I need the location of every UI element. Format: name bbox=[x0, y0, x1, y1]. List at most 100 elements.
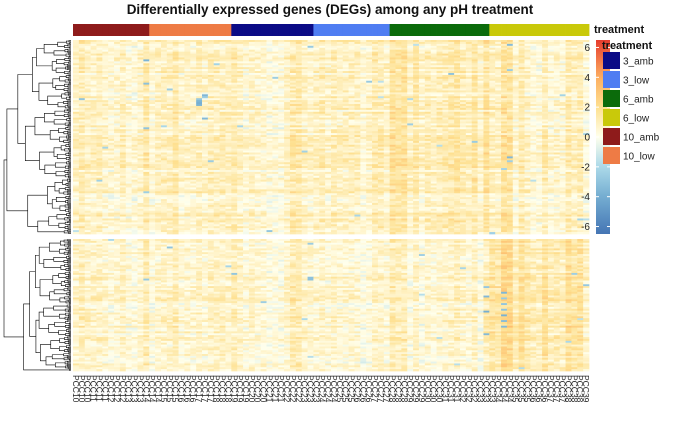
heatmap-cell bbox=[84, 49, 91, 52]
heatmap-cell bbox=[477, 98, 484, 101]
heatmap-cell bbox=[231, 43, 238, 47]
heatmap-cell bbox=[254, 45, 261, 49]
heatmap-cell bbox=[583, 78, 590, 82]
heatmap-cell bbox=[260, 80, 267, 84]
heatmap-cell bbox=[202, 57, 209, 60]
heatmap-cell bbox=[559, 98, 566, 101]
heatmap-cell bbox=[166, 67, 174, 70]
heatmap-cell bbox=[354, 78, 361, 82]
heatmap-cell bbox=[207, 49, 215, 52]
heatmap-cell bbox=[348, 49, 355, 52]
heatmap-cell bbox=[372, 40, 379, 43]
heatmap-cell bbox=[114, 43, 121, 47]
heatmap-cell bbox=[553, 47, 561, 51]
heatmap-cell bbox=[172, 40, 179, 43]
annotation-cell bbox=[243, 24, 250, 36]
heatmap-cell bbox=[477, 55, 484, 58]
heatmap-cell bbox=[155, 43, 162, 47]
heatmap-cell bbox=[407, 100, 414, 103]
heatmap-cell bbox=[125, 72, 132, 76]
heatmap-cell bbox=[155, 57, 162, 60]
heatmap-cell bbox=[284, 102, 291, 105]
heatmap-cell bbox=[260, 96, 267, 99]
heatmap-cell bbox=[325, 55, 332, 58]
dendrogram-branch bbox=[64, 45, 70, 48]
heatmap-cell bbox=[278, 78, 285, 82]
heatmap-cell bbox=[84, 45, 91, 49]
heatmap-cell bbox=[430, 88, 437, 91]
annotation-cell bbox=[495, 24, 502, 36]
heatmap-cell bbox=[430, 61, 437, 64]
heatmap-cell bbox=[565, 49, 572, 52]
heatmap-cell bbox=[512, 47, 519, 51]
heatmap-cell bbox=[442, 63, 449, 66]
heatmap-cell bbox=[506, 80, 514, 84]
annotation-cell bbox=[108, 24, 115, 36]
heatmap-cell bbox=[360, 82, 367, 85]
heatmap-cell bbox=[90, 43, 97, 47]
heatmap-cell bbox=[571, 76, 578, 80]
heatmap-cell bbox=[207, 74, 215, 78]
heatmap-cell bbox=[460, 65, 467, 68]
annotation-cell bbox=[248, 24, 256, 36]
heatmap-cell bbox=[559, 90, 566, 93]
heatmap-cell bbox=[78, 51, 86, 54]
heatmap-cell bbox=[571, 86, 578, 89]
heatmap-cell bbox=[307, 71, 314, 74]
heatmap-cell bbox=[278, 71, 285, 74]
heatmap-cell bbox=[102, 78, 109, 82]
dendrogram-branch bbox=[69, 304, 71, 306]
heatmap-cell bbox=[184, 76, 191, 80]
heatmap-cell bbox=[436, 49, 443, 52]
heatmap-cell bbox=[542, 92, 549, 95]
heatmap-cell bbox=[553, 74, 561, 78]
heatmap-cell bbox=[225, 100, 232, 103]
heatmap-cell bbox=[231, 65, 238, 68]
heatmap-cell bbox=[536, 67, 543, 70]
heatmap-cell bbox=[119, 45, 127, 49]
heatmap-cell bbox=[96, 45, 103, 49]
heatmap-cell bbox=[530, 63, 537, 66]
heatmap-cell bbox=[231, 90, 238, 93]
heatmap-cell bbox=[272, 92, 279, 95]
heatmap-cell bbox=[149, 78, 156, 82]
heatmap-cell bbox=[225, 49, 232, 52]
heatmap-cell bbox=[418, 57, 426, 60]
heatmap-cell bbox=[442, 57, 449, 60]
dendrogram-branch bbox=[48, 216, 59, 226]
heatmap-cell bbox=[360, 94, 367, 97]
heatmap-cell bbox=[295, 80, 303, 84]
heatmap-cell bbox=[225, 57, 232, 60]
heatmap-cell bbox=[266, 90, 273, 93]
heatmap-cell bbox=[301, 71, 308, 74]
heatmap-cell bbox=[448, 90, 455, 93]
dendrogram-branch bbox=[66, 363, 71, 365]
heatmap-cell bbox=[524, 84, 531, 87]
heatmap-cell bbox=[424, 78, 432, 82]
heatmap-cell bbox=[143, 92, 150, 95]
dendrogram-branch bbox=[27, 194, 48, 227]
heatmap-cell bbox=[512, 45, 519, 49]
heatmap-cell bbox=[119, 41, 127, 45]
heatmap-cell bbox=[172, 45, 179, 49]
heatmap-cell bbox=[565, 84, 572, 87]
heatmap-cell bbox=[495, 76, 502, 80]
heatmap-cell bbox=[471, 92, 478, 95]
heatmap-cell bbox=[583, 80, 590, 84]
heatmap-cell bbox=[354, 51, 361, 54]
heatmap-cell bbox=[413, 69, 420, 72]
heatmap-cell bbox=[395, 67, 402, 70]
heatmap-cell bbox=[442, 96, 449, 99]
heatmap-cell bbox=[289, 59, 297, 62]
heatmap-cell bbox=[196, 88, 203, 91]
heatmap-cell bbox=[272, 102, 279, 105]
heatmap-cell bbox=[395, 100, 402, 103]
heatmap-cell bbox=[184, 63, 191, 66]
heatmap-cell bbox=[295, 74, 303, 78]
heatmap-cell bbox=[207, 71, 215, 74]
heatmap-cell bbox=[542, 86, 549, 89]
heatmap-cell bbox=[319, 72, 326, 76]
heatmap-cell bbox=[553, 41, 561, 45]
heatmap-cell bbox=[160, 57, 168, 60]
annotation-cell bbox=[307, 24, 314, 36]
